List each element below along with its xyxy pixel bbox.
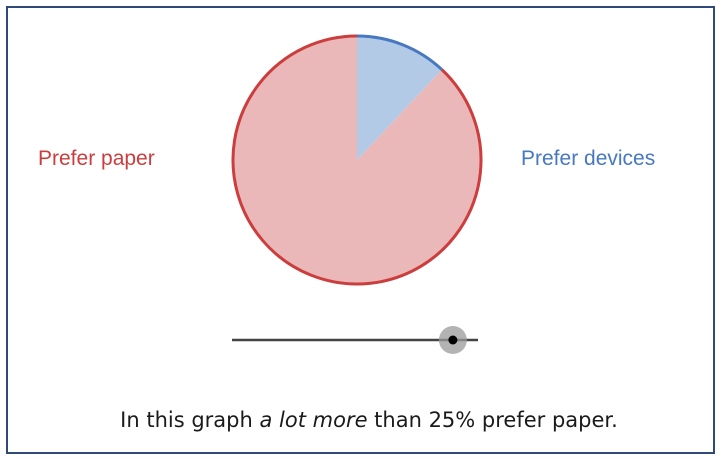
pie-arc-prefer-devices — [356, 34, 443, 71]
caption: In this graph a lot more than 25% prefer… — [0, 407, 726, 433]
pie-arc-prefer-paper — [231, 34, 483, 286]
caption-prefix: In this graph — [120, 408, 260, 432]
slider-handle[interactable] — [448, 335, 458, 345]
label-prefer-devices: Prefer devices — [521, 147, 656, 170]
caption-emphasis: a lot more — [259, 408, 368, 432]
pie-slice-prefer-devices — [357, 36, 442, 160]
caption-suffix: than 25% prefer paper. — [367, 408, 618, 432]
proportion-slider[interactable] — [222, 318, 478, 362]
label-prefer-paper: Prefer paper — [38, 147, 155, 170]
